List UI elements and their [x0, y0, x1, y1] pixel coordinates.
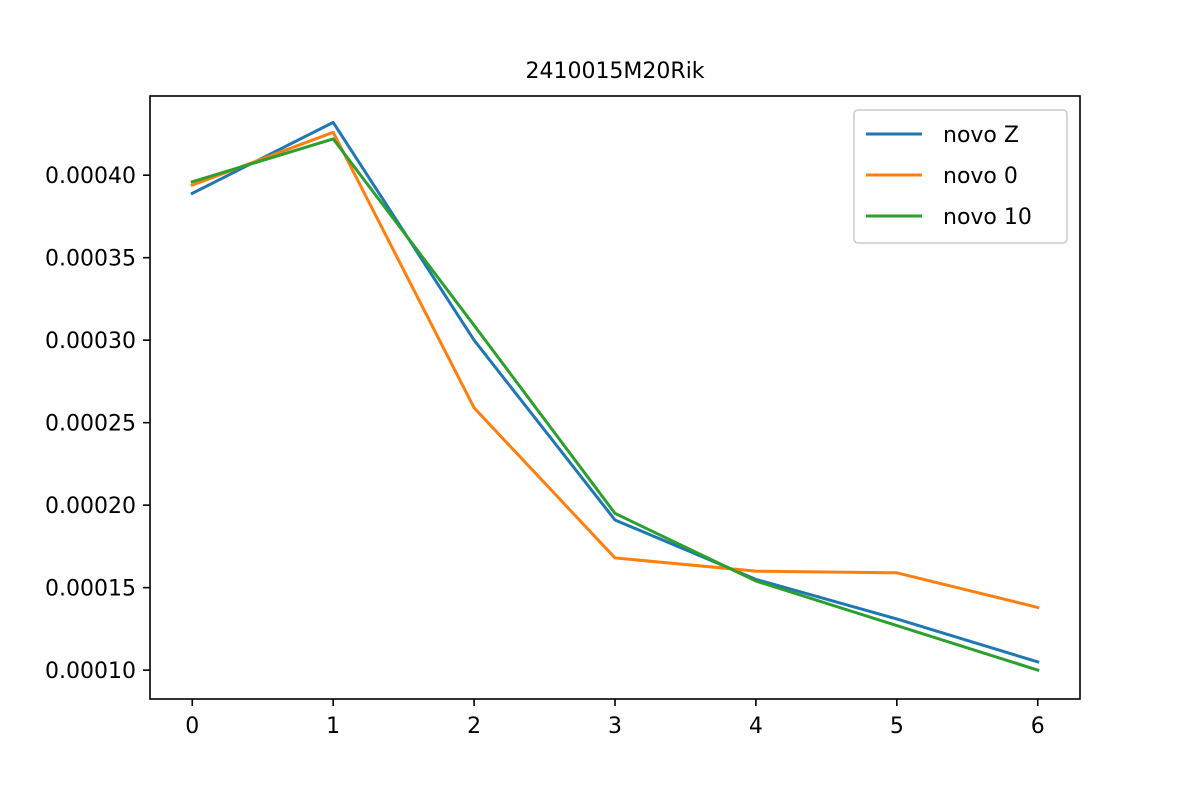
legend-label: novo Z: [943, 123, 1019, 148]
x-tick-label: 1: [326, 714, 340, 739]
y-tick-label: 0.00015: [45, 577, 136, 602]
legend: novo Z novo 0 novo 10: [853, 109, 1068, 244]
x-tick-label: 6: [1031, 714, 1045, 739]
y-tick-label: 0.00010: [45, 659, 136, 684]
x-tick-label: 2: [467, 714, 481, 739]
x-axis: 0 1 2 3 4 5 6: [185, 699, 1045, 739]
x-tick-label: 0: [185, 714, 199, 739]
series-layer: [190, 120, 1040, 673]
series-line-novo-10: [190, 137, 1040, 673]
y-tick-label: 0.00025: [45, 412, 136, 437]
y-tick-label: 0.00040: [45, 164, 136, 189]
legend-label: novo 10: [943, 205, 1032, 230]
y-axis: 0.00010 0.00015 0.00020 0.00025 0.00030 0.000…: [45, 164, 150, 684]
legend-label: novo 0: [943, 164, 1018, 189]
chart-title: 2410015M20Rik: [525, 59, 704, 84]
y-tick-label: 0.00020: [45, 494, 136, 519]
y-tick-label: 0.00030: [45, 329, 136, 354]
x-tick-label: 3: [608, 714, 622, 739]
legend-box: [853, 109, 1068, 244]
series-line-novo-z: [190, 120, 1040, 664]
series-line-novo-0: [190, 130, 1040, 610]
y-tick-label: 0.00035: [45, 247, 136, 272]
x-tick-label: 5: [890, 714, 904, 739]
x-tick-label: 4: [749, 714, 763, 739]
